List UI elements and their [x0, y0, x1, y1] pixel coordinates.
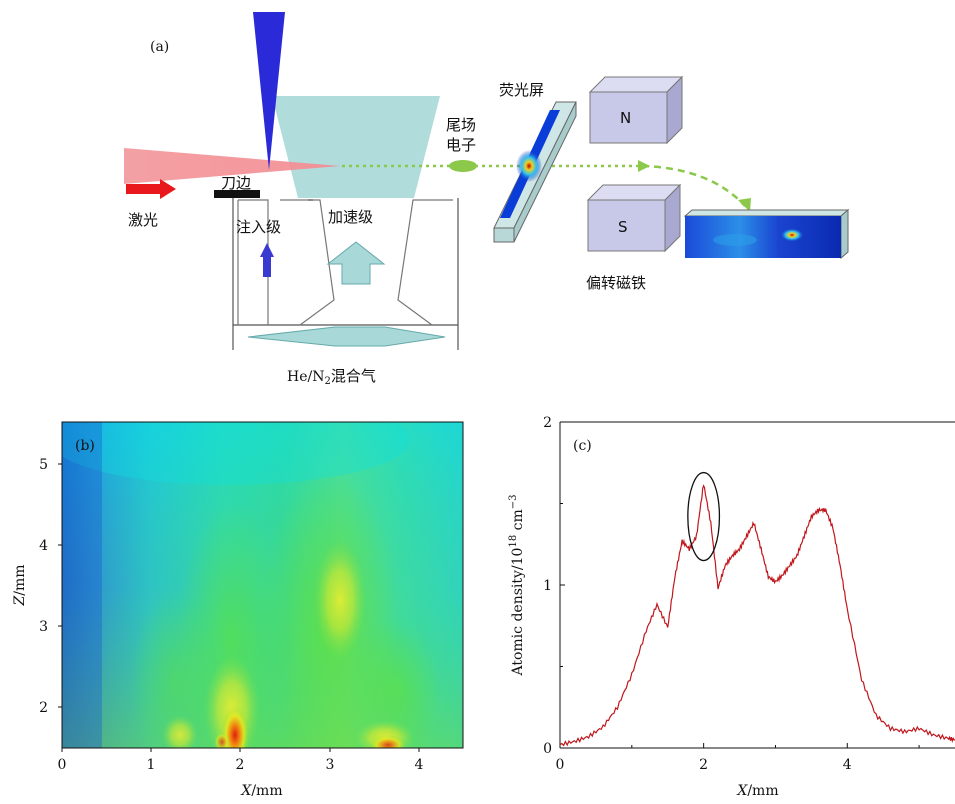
- b-ytick: 4: [39, 538, 48, 554]
- deflected-beam: [641, 164, 746, 207]
- b-ytick: 5: [39, 457, 48, 473]
- c-ytick: 2: [543, 415, 552, 431]
- injection-stage-label: 注入级: [236, 218, 281, 236]
- peak-annotation-ellipse: [687, 471, 721, 562]
- magnet-n: [588, 75, 684, 145]
- injection-arrow-icon: [260, 243, 274, 277]
- electron-bunch: [449, 160, 477, 172]
- gas-flow-arrow: [247, 326, 446, 347]
- density-curve: [559, 484, 955, 747]
- density-map: [62, 422, 463, 748]
- panel-b-x-axis: 0 1 2 3 4 X/mm: [58, 748, 424, 799]
- fluorescent-screen-label: 荧光屏: [499, 81, 544, 99]
- trailing-electron-line2: 电子: [446, 136, 476, 154]
- b-xtick: 4: [415, 757, 424, 773]
- panel-b-frame: [61, 421, 464, 749]
- laser-beam: [124, 148, 340, 184]
- magnet-n-label: N: [620, 109, 631, 127]
- b-xlabel: X/mm: [240, 783, 282, 799]
- panel-b: (b) 0 1 2 3 4 X/mm 2 3 4 5 Z/mm: [12, 421, 464, 799]
- fluorescent-screen: [493, 101, 577, 243]
- gas-cell: [232, 198, 459, 350]
- deflected-arrow-icon: [738, 198, 751, 212]
- panel-c-frame: [559, 421, 955, 749]
- c-ytick: 0: [543, 741, 552, 757]
- panel-b-label: (b): [75, 438, 95, 454]
- laser-arrow-icon: [126, 179, 176, 199]
- b-ytick: 3: [39, 619, 48, 635]
- c-ylabel: Atomic density/1018 cm−3: [508, 494, 526, 676]
- c-xtick: 4: [843, 757, 852, 773]
- acceleration-up-arrow: [326, 241, 386, 285]
- b-xtick: 2: [236, 757, 245, 773]
- panel-c-label: (c): [573, 438, 592, 454]
- panel-b-y-axis: 2 3 4 5 Z/mm: [12, 457, 62, 716]
- magnet-s-label: S: [618, 218, 628, 236]
- c-xlabel: X/mm: [736, 783, 778, 799]
- panel-c: (c) 0 2 4 0 1 2 X/mm Atomic density/1018 cm−3: [508, 415, 955, 799]
- c-ytick: 1: [543, 578, 552, 594]
- b-ytick: 2: [39, 700, 48, 716]
- magnet-s: [586, 183, 682, 253]
- spectrometer-screen: [683, 208, 850, 260]
- b-xtick: 3: [326, 757, 335, 773]
- b-xtick: 1: [147, 757, 156, 773]
- c-xtick: 0: [556, 757, 565, 773]
- b-ylabel: Z/mm: [12, 564, 28, 606]
- knife-edge-label: 刀边: [221, 174, 251, 192]
- panel-c-ticks: 0 2 4 0 1 2: [543, 415, 920, 773]
- panel-a-label: (a): [150, 39, 169, 55]
- laser-label: 激光: [128, 211, 158, 229]
- c-xtick: 2: [699, 757, 708, 773]
- deflection-magnet-label: 偏转磁铁: [586, 274, 646, 292]
- gas-label: He/N2混合气: [287, 367, 376, 387]
- injection-needle: [253, 12, 285, 170]
- panel-a: (a) 激光 刀边: [124, 12, 850, 387]
- knife-edge: [214, 190, 260, 198]
- acceleration-stage: [272, 96, 440, 198]
- acceleration-stage-label: 加速级: [328, 208, 373, 226]
- b-xtick: 0: [58, 757, 67, 773]
- trailing-electron-line1: 尾场: [446, 116, 476, 134]
